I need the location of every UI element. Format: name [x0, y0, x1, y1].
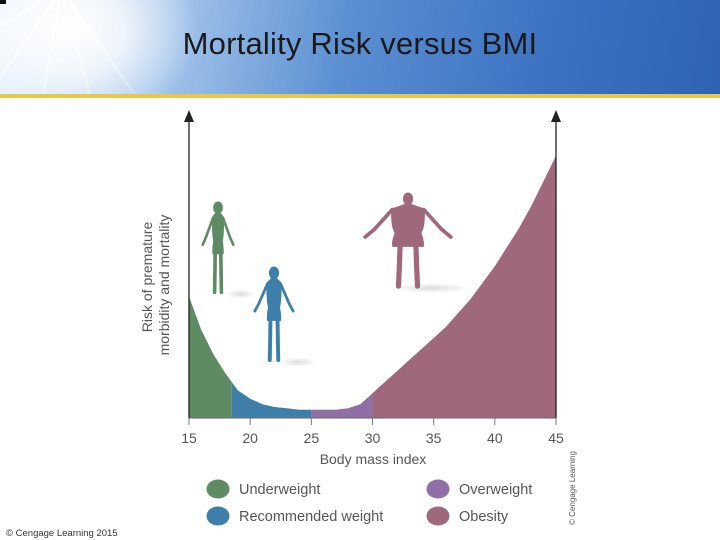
figure-left-arm: [253, 282, 269, 313]
underweight-figure: [201, 201, 256, 299]
x-tick-label: 30: [365, 430, 381, 446]
legend-item-underweight: Underweight: [206, 479, 320, 499]
zone-overweight: [311, 155, 373, 418]
x-tick-label: 20: [242, 430, 258, 446]
legend-label: Overweight: [459, 482, 532, 498]
figure-shadow: [279, 357, 316, 367]
legend-label: Underweight: [239, 482, 320, 498]
obesity-figure: [363, 192, 473, 293]
legend-swatch: [426, 479, 450, 499]
x-axis-label: Body mass index: [320, 451, 427, 467]
legend-swatch: [206, 506, 230, 526]
x-tick-label: 25: [304, 430, 320, 446]
y-axis-left-arrow: [184, 110, 194, 122]
risk-zones: [189, 155, 556, 418]
figure-torso: [391, 203, 425, 247]
y-axis-label-line2: morbidity and mortality: [156, 215, 172, 356]
legend-item-overweight: Overweight: [426, 479, 532, 499]
y-axis-right-arrow: [551, 110, 561, 122]
figure-left-leg: [395, 243, 403, 289]
legend-swatch: [426, 506, 450, 526]
x-ticks: 15 20 25 30 35 40 45: [181, 418, 564, 446]
x-tick-label: 15: [181, 430, 197, 446]
x-tick-label: 35: [426, 430, 442, 446]
legend-label: Obesity: [459, 509, 509, 525]
legend-swatch: [206, 479, 230, 499]
y-axis-label-line1: Risk of premature: [139, 222, 155, 333]
x-tick-label: 40: [487, 430, 503, 446]
x-tick-label: 45: [548, 430, 564, 446]
banner-divider: [0, 94, 720, 98]
page-title: Mortality Risk versus BMI: [182, 26, 538, 61]
title-banner: [0, 0, 720, 94]
figure-right-leg: [219, 251, 224, 295]
zone-underweight: [189, 155, 232, 418]
figure-shadow: [226, 289, 256, 299]
figure-left-leg: [267, 317, 273, 363]
legend-label: Recommended weight: [239, 509, 383, 525]
corner-mark: [0, 0, 6, 4]
legend-item-obesity: Obesity: [426, 506, 509, 526]
legend: Underweight Overweight Recommended weight O…: [206, 479, 532, 526]
figure-right-leg: [275, 317, 281, 363]
figure-right-leg: [413, 243, 421, 289]
figure-left-arm: [363, 207, 395, 239]
figure-right-arm: [221, 216, 235, 246]
figure-head: [402, 192, 414, 206]
figure-torso: [211, 212, 225, 255]
legend-item-recommended-weight: Recommended weight: [206, 506, 383, 526]
figure-head: [268, 266, 280, 280]
figure-left-arm: [201, 216, 215, 246]
figure-right-arm: [421, 207, 453, 239]
body-figures: [201, 192, 473, 367]
source-note: © Cengage Learning: [568, 451, 577, 525]
figure-shadow: [390, 283, 473, 293]
figure-right-arm: [279, 282, 295, 313]
copyright-notice: © Cengage Learning 2015: [6, 528, 118, 539]
recommended-weight-figure: [253, 266, 316, 367]
figure-left-leg: [212, 251, 217, 295]
figure-torso: [266, 277, 282, 321]
figure-head: [213, 201, 223, 214]
